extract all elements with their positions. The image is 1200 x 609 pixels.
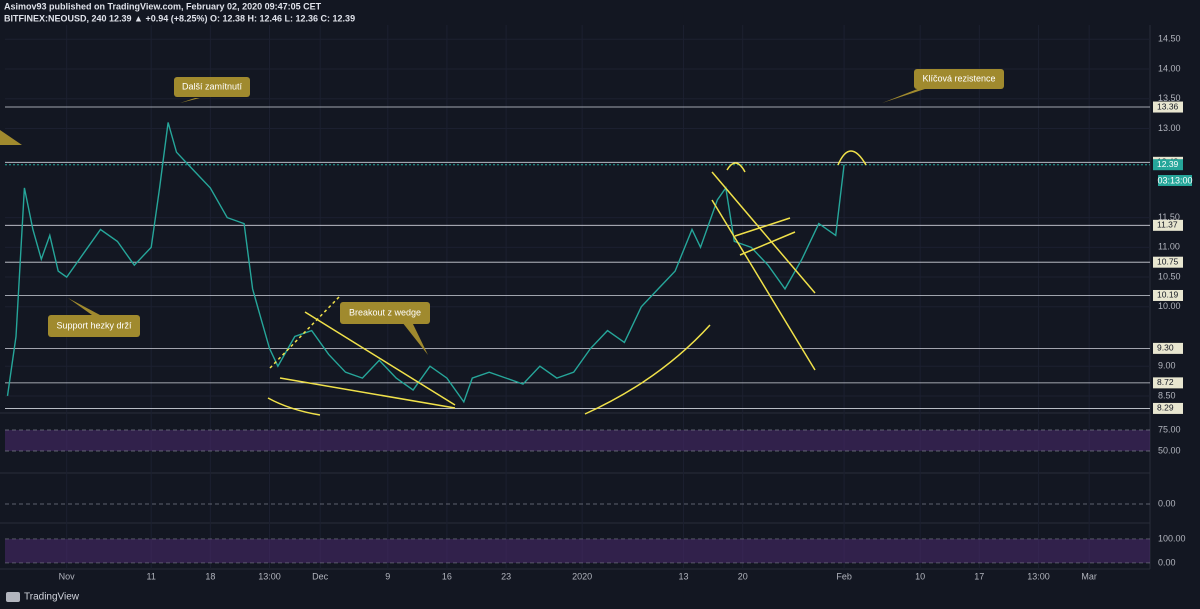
y-tick-label: 50.00	[1158, 445, 1181, 455]
arc	[726, 162, 746, 173]
y-tick-label: 11.50	[1158, 212, 1180, 222]
y-tick-label: 0.00	[1158, 498, 1176, 508]
band	[5, 538, 1150, 563]
level-label-bg	[1153, 342, 1183, 354]
x-tick-label: 13	[679, 571, 689, 581]
y-tick-label: 10.00	[1158, 301, 1181, 311]
trendline	[267, 397, 321, 416]
arc	[837, 150, 867, 166]
annotation: Breakout z wedge	[349, 307, 421, 317]
level-label: 10.75	[1157, 256, 1179, 266]
level-label-bg	[1153, 289, 1183, 301]
last-price-bg	[1153, 159, 1183, 171]
callout	[48, 315, 140, 337]
logo-icon	[6, 592, 20, 602]
y-tick-label: 11.00	[1158, 242, 1180, 252]
wedge-line	[304, 311, 456, 406]
x-tick-label: 17	[974, 571, 984, 581]
flag-line	[734, 217, 791, 237]
callout-pointer	[180, 98, 200, 103]
x-tick-label: Feb	[836, 571, 852, 581]
level-label: 8.72	[1157, 377, 1174, 387]
annotation: Další zamítnutí	[182, 81, 243, 91]
channel-line	[711, 199, 816, 371]
trendline	[584, 324, 711, 415]
channel-line	[269, 295, 341, 369]
y-tick-label: 14.00	[1158, 63, 1181, 73]
x-tick-label: 20	[738, 571, 748, 581]
callout-pointer	[882, 88, 928, 103]
countdown: 03:13:00	[1157, 175, 1192, 185]
wedge-line	[279, 377, 456, 409]
publisher: Asimov93 published on TradingView.com, F…	[4, 1, 322, 11]
callout	[340, 302, 430, 324]
brand: TradingView	[24, 592, 80, 603]
level-label: 11.37	[1157, 220, 1178, 230]
symbol-info: BITFINEX:NEOUSD, 240 12.39 ▲ +0.94 (+8.2…	[4, 13, 355, 23]
band	[5, 430, 1150, 452]
callout-pointer	[68, 298, 100, 315]
annotation: Support hezky drží	[56, 320, 132, 330]
callout-pointer	[0, 130, 22, 145]
level-label: 8.29	[1157, 403, 1174, 413]
x-tick-label: 23	[501, 571, 511, 581]
level-label: 10.19	[1157, 290, 1179, 300]
y-tick-label: 75.00	[1158, 424, 1181, 434]
callout	[914, 69, 1004, 89]
level-label: 9.30	[1157, 343, 1174, 353]
level-label-bg	[1153, 219, 1183, 231]
callout-pointer	[402, 322, 428, 355]
callout	[174, 77, 250, 97]
y-tick-label: 13.50	[1158, 93, 1181, 103]
channel-line	[711, 171, 816, 294]
x-tick-label: 18	[205, 571, 215, 581]
annotation: Klíčová rezistence	[922, 73, 995, 83]
level-label-bg	[1153, 101, 1183, 113]
logo: TradingView	[6, 592, 80, 603]
level-label-bg	[1153, 377, 1183, 389]
y-tick-label: 8.50	[1158, 390, 1176, 400]
y-tick-label: 9.00	[1158, 361, 1176, 371]
y-tick-label: 10.50	[1158, 271, 1181, 281]
level-label: 13.36	[1157, 101, 1179, 111]
flag-line	[739, 231, 796, 256]
x-tick-label: 9	[385, 571, 390, 581]
y-tick-label: 100.00	[1158, 533, 1186, 543]
x-tick-label: 16	[442, 571, 452, 581]
level-label-bg	[1153, 256, 1183, 268]
annotations: Další zamítnutí Klíčová rezistence Suppo…	[0, 69, 1004, 355]
x-tick-label: Dec	[312, 571, 329, 581]
x-tick-label: 13:00	[1027, 571, 1050, 581]
y-tick-label: 14.50	[1158, 34, 1181, 44]
x-tick-label: Nov	[59, 571, 76, 581]
countdown-bg	[1158, 175, 1192, 186]
x-tick-label: 2020	[572, 571, 592, 581]
y-tick-label: 0.00	[1158, 557, 1176, 567]
drawings	[267, 150, 867, 416]
y-tick-label: 13.00	[1158, 123, 1181, 133]
x-tick-label: 10	[915, 571, 925, 581]
level-label-bg	[1153, 402, 1183, 414]
plot-area: Nov 11 18 13:00 Dec 9 16 23 2020 13 20 Feb 10 17 13:00…	[5, 25, 1186, 581]
x-tick-label: 13:00	[258, 571, 281, 581]
last-price-label: 12.39	[1157, 159, 1179, 169]
x-tick-label: 11	[147, 571, 156, 581]
x-tick-label: Mar	[1081, 571, 1097, 581]
price-line	[6, 122, 845, 404]
